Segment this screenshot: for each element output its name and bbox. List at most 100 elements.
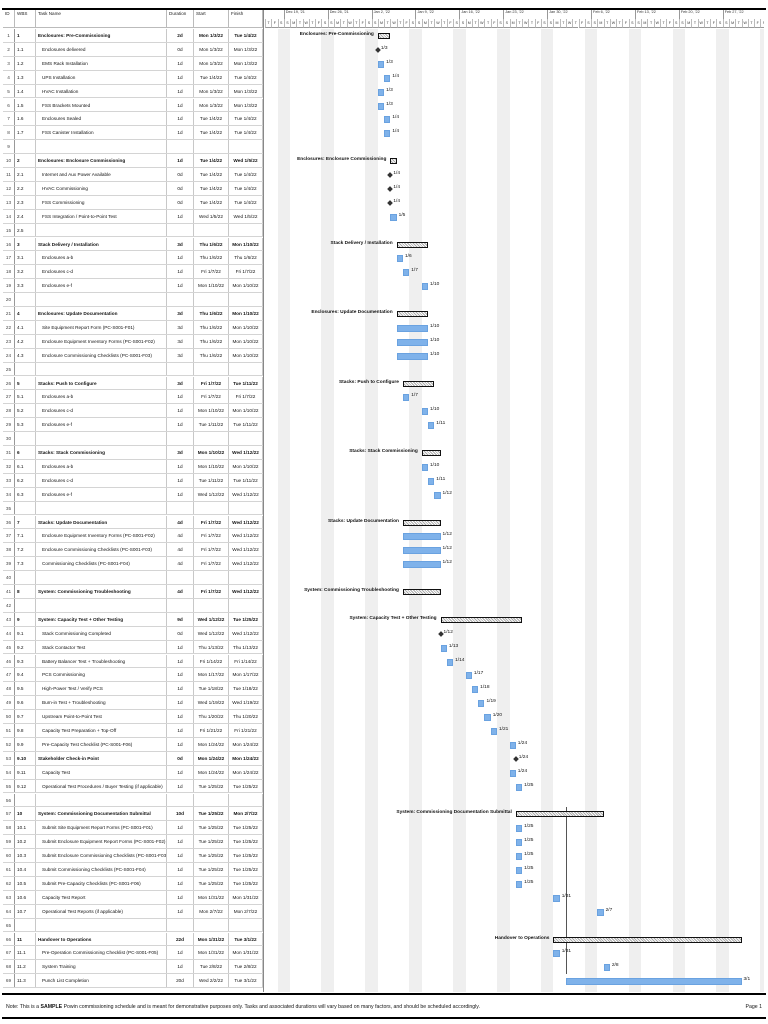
cell-start[interactable]: Fri 1/7/22	[194, 515, 229, 529]
table-row[interactable]: 47 9.4 PCS Commissioning 1d Mon 1/17/22 Mon 1…	[3, 668, 263, 683]
cell-duration[interactable]: 3d	[167, 348, 194, 362]
cell-finish[interactable]: Tue 1/4/22	[229, 112, 263, 126]
table-row[interactable]: 3 1.2 EMS Rack Installation 1d Mon 1/3/22 Mon…	[3, 56, 263, 71]
cell-start[interactable]: Wed 2/2/22	[194, 974, 229, 988]
cell-finish[interactable]: Mon 1/24/22	[229, 737, 263, 751]
cell-start[interactable]: Tue 1/4/22	[194, 154, 229, 167]
cell-wbs[interactable]: 9.11	[15, 765, 36, 779]
cell-finish[interactable]: Tue 1/25/22	[229, 835, 263, 849]
cell-duration[interactable]: 1d	[167, 112, 194, 126]
table-row[interactable]: 33 6.2 Enclosures c-d 1d Tue 1/11/22 Tue 1/11…	[3, 473, 263, 488]
table-row[interactable]: 54 9.11 Capacity Test 1d Mon 1/24/22 Mon 1/24…	[3, 765, 263, 780]
cell-id[interactable]: 1	[3, 29, 15, 42]
table-row[interactable]: 4 1.3 UPS Installation 1d Tue 1/4/22 Tue 1/4/…	[3, 70, 263, 85]
cell-wbs[interactable]	[15, 501, 36, 515]
summary-bar[interactable]	[515, 811, 604, 818]
cell-start[interactable]: Mon 1/10/22	[194, 279, 229, 293]
cell-duration[interactable]	[167, 571, 194, 584]
task-bar[interactable]	[421, 283, 429, 291]
task-bar[interactable]	[478, 700, 485, 708]
table-row[interactable]: 26 5 Stacks: Push to Configure 3d Fri 1/7/22…	[3, 376, 263, 391]
cell-task-name[interactable]	[36, 918, 167, 932]
cell-finish[interactable]: Mon 2/7/22	[229, 807, 263, 821]
cell-start[interactable]: Mon 2/7/22	[194, 904, 229, 918]
task-bar[interactable]	[402, 533, 441, 541]
cell-start[interactable]: Thu 1/6/22	[194, 251, 229, 265]
task-bar[interactable]	[553, 894, 560, 902]
cell-finish[interactable]: Fri 1/7/22	[229, 390, 263, 404]
task-bar[interactable]	[509, 769, 516, 777]
cell-finish[interactable]: Tue 1/25/22	[229, 876, 263, 890]
cell-task-name[interactable]: Enclosures: Update Documentation	[36, 307, 167, 320]
cell-finish[interactable]: Wed 1/12/22	[229, 543, 263, 557]
cell-task-name[interactable]: Stacks: Push to Configure	[36, 376, 167, 390]
cell-wbs[interactable]: 9.8	[15, 724, 36, 737]
cell-id[interactable]: 50	[3, 710, 15, 723]
col-header-duration[interactable]: Duration	[167, 10, 194, 28]
table-row[interactable]: 64 10.7 Operational Test Reports (if appli…	[3, 904, 263, 919]
cell-wbs[interactable]: 9.3	[15, 654, 36, 668]
cell-wbs[interactable]: 9.1	[15, 626, 36, 640]
cell-start[interactable]: Wed 1/19/22	[194, 696, 229, 710]
cell-finish[interactable]: Mon 1/10/22	[229, 237, 263, 251]
cell-finish[interactable]: Wed 1/19/22	[229, 696, 263, 710]
cell-task-name[interactable]	[36, 140, 167, 154]
cell-id[interactable]: 36	[3, 515, 15, 529]
cell-finish[interactable]: Mon 1/24/22	[229, 765, 263, 779]
cell-finish[interactable]: Fri 1/21/22	[229, 724, 263, 737]
cell-wbs[interactable]: 9.2	[15, 640, 36, 654]
cell-start[interactable]: Tue 1/4/22	[194, 126, 229, 140]
cell-task-name[interactable]: Upstream Point-to-Point Test	[36, 710, 167, 723]
task-bar[interactable]	[384, 74, 391, 82]
cell-task-name[interactable]: High-Power Test / Verify PCS	[36, 682, 167, 696]
cell-id[interactable]: 49	[3, 696, 15, 710]
cell-finish[interactable]: Wed 1/12/22	[229, 557, 263, 571]
table-row[interactable]: 16 3 Stack Delivery / Installation 3d Thu 1/…	[3, 237, 263, 252]
cell-task-name[interactable]: Enclosures a-b	[36, 459, 167, 473]
task-bar[interactable]	[396, 352, 428, 360]
cell-task-name[interactable]: System: Capacity Test + Other Testing	[36, 612, 167, 626]
cell-duration[interactable]: 4d	[167, 529, 194, 543]
cell-duration[interactable]: 1d	[167, 835, 194, 849]
cell-finish[interactable]	[229, 362, 263, 376]
task-bar[interactable]	[421, 408, 429, 416]
cell-task-name[interactable]: Enclosures a-b	[36, 390, 167, 404]
cell-id[interactable]: 20	[3, 293, 15, 306]
cell-id[interactable]: 65	[3, 918, 15, 932]
table-row[interactable]: 53 9.10 Stakeholder Check-in Point 0d Mon 1/…	[3, 751, 263, 766]
cell-task-name[interactable]: Enclosures c-d	[36, 473, 167, 487]
cell-finish[interactable]: Mon 2/7/22	[229, 904, 263, 918]
table-row[interactable]: 29 5.3 Enclosures e-f 1d Tue 1/11/22 Tue 1/11…	[3, 418, 263, 433]
cell-start[interactable]: Tue 1/25/22	[194, 876, 229, 890]
cell-task-name[interactable]: System: Commissioning Documentation Subm…	[36, 807, 167, 821]
cell-wbs[interactable]: 6	[15, 446, 36, 459]
cell-finish[interactable]: Tue 1/4/22	[229, 126, 263, 140]
cell-task-name[interactable]: Stacks: Stack Commissioning	[36, 446, 167, 459]
task-bar[interactable]	[553, 950, 560, 958]
cell-start[interactable]: Tue 1/25/22	[194, 779, 229, 793]
cell-wbs[interactable]: 8	[15, 585, 36, 598]
cell-finish[interactable]	[229, 598, 263, 612]
cell-wbs[interactable]: 10	[15, 807, 36, 821]
cell-id[interactable]: 6	[3, 98, 15, 112]
table-row[interactable]: 5 1.4 HVAC Installation 1d Mon 1/3/22 Mon 1/3…	[3, 84, 263, 99]
cell-wbs[interactable]: 3	[15, 237, 36, 251]
cell-id[interactable]: 52	[3, 737, 15, 751]
cell-task-name[interactable]	[36, 501, 167, 515]
cell-id[interactable]: 35	[3, 501, 15, 515]
cell-finish[interactable]: Tue 1/11/22	[229, 376, 263, 390]
cell-duration[interactable]: 4d	[167, 557, 194, 571]
cell-wbs[interactable]: 3.2	[15, 265, 36, 279]
cell-duration[interactable]: 1d	[167, 890, 194, 904]
cell-finish[interactable]: Tue 1/11/22	[229, 418, 263, 432]
cell-id[interactable]: 29	[3, 418, 15, 432]
cell-wbs[interactable]: 1.5	[15, 98, 36, 112]
cell-id[interactable]: 13	[3, 195, 15, 209]
table-row[interactable]: 48 9.5 High-Power Test / Verify PCS 1d Tue 1…	[3, 682, 263, 697]
table-row[interactable]: 46 9.3 Battery Balancer Test + Troubleshoo…	[3, 654, 263, 669]
milestone-diamond[interactable]	[387, 186, 394, 192]
cell-finish[interactable]: Wed 1/5/22	[229, 209, 263, 223]
cell-duration[interactable]: 1d	[167, 946, 194, 960]
task-bar[interactable]	[490, 728, 497, 735]
cell-task-name[interactable]: FSS Integration / Point-to-Point Test	[36, 209, 167, 223]
